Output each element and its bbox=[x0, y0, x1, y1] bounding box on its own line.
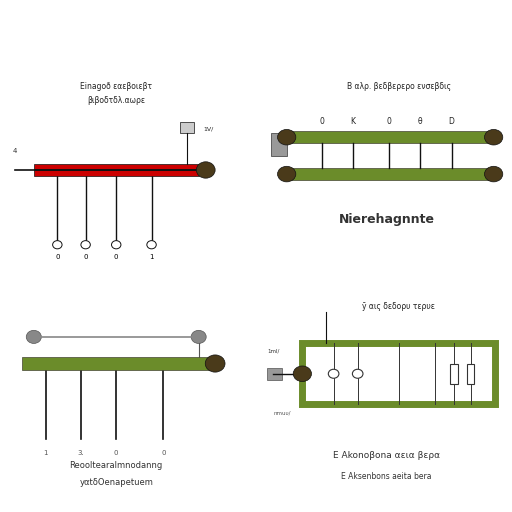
Circle shape bbox=[196, 162, 215, 178]
Bar bbox=[451, 364, 458, 384]
Bar bbox=[467, 364, 475, 384]
Text: 1V/: 1V/ bbox=[203, 126, 214, 132]
Text: 0: 0 bbox=[319, 117, 324, 126]
Circle shape bbox=[352, 369, 363, 378]
Bar bbox=[267, 368, 282, 380]
Circle shape bbox=[293, 366, 311, 381]
Text: K: K bbox=[350, 117, 355, 126]
Text: 0: 0 bbox=[387, 117, 391, 126]
Text: 0: 0 bbox=[83, 254, 88, 260]
Text: 3.: 3. bbox=[77, 450, 84, 456]
Bar bbox=[34, 168, 199, 172]
Text: ӯ αις δεδορυ τερυε: ӯ αις δεδορυ τερυε bbox=[362, 302, 435, 311]
Circle shape bbox=[205, 355, 225, 372]
Bar bbox=[287, 168, 494, 180]
Circle shape bbox=[278, 166, 296, 182]
Text: 1ml/: 1ml/ bbox=[267, 348, 280, 353]
Text: E Akonoβona αεια βερα: E Akonoβona αεια βερα bbox=[333, 451, 440, 460]
Circle shape bbox=[484, 166, 503, 182]
Text: Nierehagnnte: Nierehagnnte bbox=[338, 212, 435, 226]
Bar bbox=[180, 122, 194, 133]
Bar bbox=[271, 133, 287, 156]
Bar bbox=[34, 164, 199, 176]
Circle shape bbox=[328, 369, 339, 378]
Text: E Aksenbons aeita bera: E Aksenbons aeita bera bbox=[342, 472, 432, 481]
Circle shape bbox=[278, 130, 296, 145]
Text: βιβοδτδλ.αωρε: βιβοδτδλ.αωρε bbox=[87, 96, 145, 105]
Circle shape bbox=[112, 241, 121, 249]
Text: 0: 0 bbox=[161, 450, 165, 456]
Bar bbox=[302, 343, 495, 404]
Bar bbox=[22, 357, 213, 370]
Text: 0: 0 bbox=[114, 254, 118, 260]
Text: 1: 1 bbox=[150, 254, 154, 260]
Circle shape bbox=[53, 241, 62, 249]
Text: Rester|eppnicstem  arster: Rester|eppnicstem arster bbox=[41, 18, 471, 48]
Circle shape bbox=[191, 330, 206, 344]
Text: nmuυ/: nmuυ/ bbox=[273, 411, 291, 416]
Circle shape bbox=[26, 330, 41, 344]
Text: B αλρ. βεδβερερο ενσεβδις: B αλρ. βεδβερερο ενσεβδις bbox=[347, 82, 451, 91]
Text: 4: 4 bbox=[13, 147, 17, 154]
Circle shape bbox=[81, 241, 90, 249]
Text: yαtδOenapetuem: yαtδOenapetuem bbox=[79, 478, 153, 487]
Circle shape bbox=[484, 130, 503, 145]
Text: D: D bbox=[449, 117, 455, 126]
Text: 0: 0 bbox=[55, 254, 59, 260]
Text: θ: θ bbox=[418, 117, 422, 126]
Circle shape bbox=[147, 241, 156, 249]
Text: Reooltearalmnodanng: Reooltearalmnodanng bbox=[70, 461, 163, 471]
Bar bbox=[287, 131, 494, 143]
Text: 0: 0 bbox=[114, 450, 118, 456]
Text: 1: 1 bbox=[44, 450, 48, 456]
Text: Einagoð εαεβοιεβτ: Einagoð εαεβοιεβτ bbox=[80, 82, 152, 91]
